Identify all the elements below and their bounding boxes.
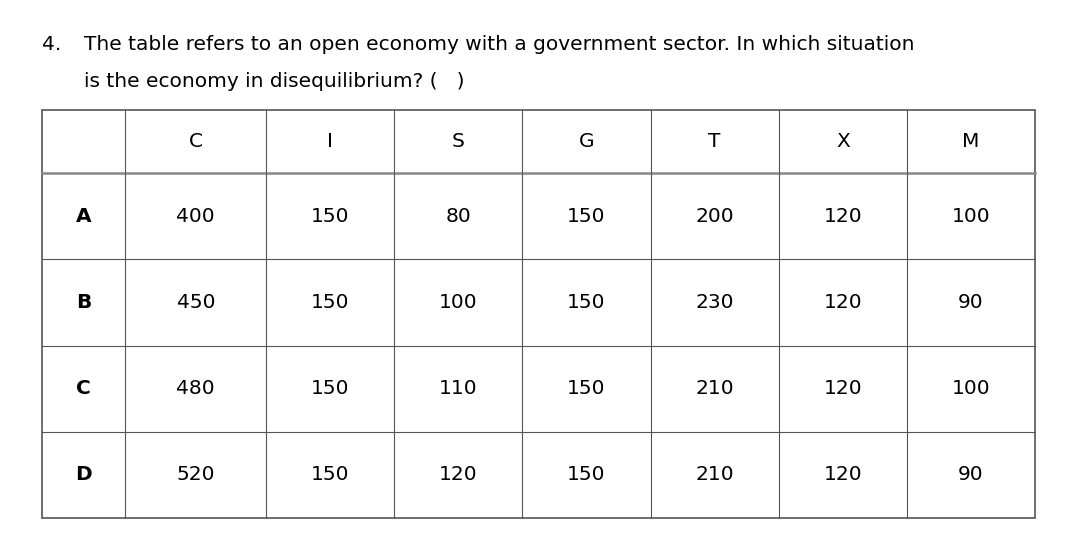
Text: 120: 120 — [823, 466, 862, 484]
Text: 110: 110 — [440, 379, 477, 398]
Text: 120: 120 — [823, 207, 862, 226]
Text: 120: 120 — [823, 379, 862, 398]
Text: X: X — [836, 132, 850, 151]
Text: 230: 230 — [696, 293, 734, 312]
Text: C: C — [189, 132, 203, 151]
Text: 100: 100 — [951, 379, 990, 398]
Text: 90: 90 — [958, 293, 984, 312]
Text: 450: 450 — [176, 293, 215, 312]
Text: 100: 100 — [951, 207, 990, 226]
Text: A: A — [76, 207, 92, 226]
Text: 150: 150 — [311, 466, 350, 484]
Text: 210: 210 — [696, 379, 734, 398]
Text: 150: 150 — [567, 466, 606, 484]
Text: T: T — [708, 132, 720, 151]
Text: 150: 150 — [311, 293, 350, 312]
Text: 150: 150 — [567, 379, 606, 398]
Text: D: D — [76, 466, 92, 484]
Text: 100: 100 — [440, 293, 477, 312]
Text: G: G — [579, 132, 594, 151]
Text: 520: 520 — [176, 466, 215, 484]
Text: 120: 120 — [823, 293, 862, 312]
Text: 480: 480 — [176, 379, 215, 398]
Text: 150: 150 — [567, 207, 606, 226]
Text: 150: 150 — [311, 379, 350, 398]
Text: 4.: 4. — [42, 35, 62, 54]
Text: 150: 150 — [311, 207, 350, 226]
Text: 150: 150 — [567, 293, 606, 312]
Text: The table refers to an open economy with a government sector. In which situation: The table refers to an open economy with… — [84, 35, 915, 54]
Text: 200: 200 — [696, 207, 734, 226]
Text: 210: 210 — [696, 466, 734, 484]
Text: 80: 80 — [446, 207, 471, 226]
Text: 120: 120 — [440, 466, 477, 484]
Text: is the economy in disequilibrium? (   ): is the economy in disequilibrium? ( ) — [84, 72, 464, 91]
Text: C: C — [77, 379, 91, 398]
Text: M: M — [962, 132, 980, 151]
Bar — [42, 110, 1035, 518]
Text: B: B — [76, 293, 92, 312]
Text: S: S — [453, 132, 464, 151]
Text: I: I — [327, 132, 334, 151]
Text: 400: 400 — [176, 207, 215, 226]
Text: 90: 90 — [958, 466, 984, 484]
